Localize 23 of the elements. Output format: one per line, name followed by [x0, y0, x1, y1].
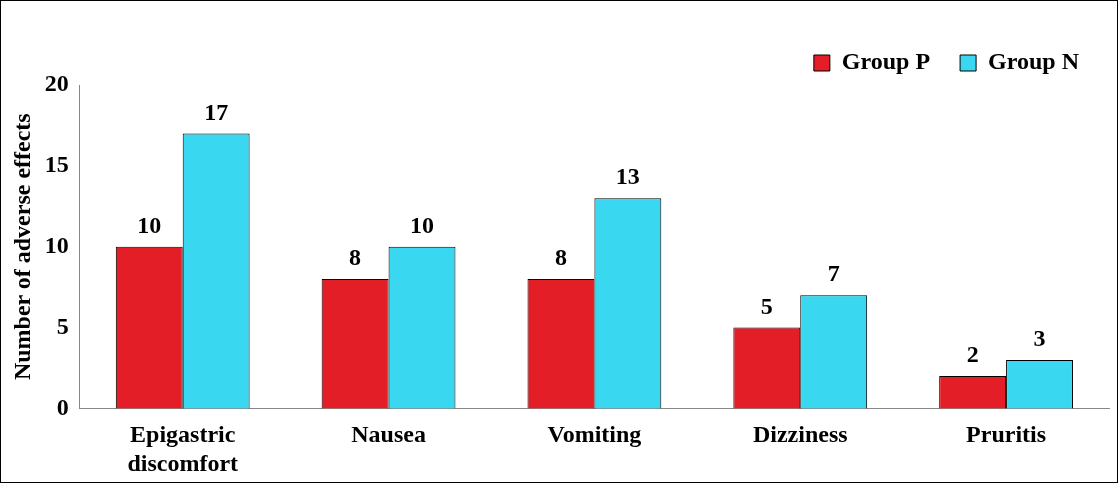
data-label: 13: [615, 163, 640, 190]
x-tick-label: Epigastric discomfort: [127, 421, 239, 476]
x-tick-label: Pruritis: [966, 421, 1047, 447]
x-tick-label: Nausea: [351, 421, 426, 447]
y-tick-label: 10: [44, 231, 69, 258]
data-label: 7: [827, 260, 840, 287]
y-tick-label: 0: [56, 393, 69, 420]
data-label: 8: [349, 244, 362, 271]
data-label: 10: [410, 211, 435, 238]
data-label: 17: [204, 98, 229, 125]
data-label: 5: [760, 292, 773, 319]
data-label: 8: [554, 244, 567, 271]
y-tick-label: 5: [56, 312, 69, 339]
y-tick-label: 20: [44, 70, 69, 97]
data-label: 3: [1033, 325, 1046, 352]
data-label: 2: [966, 341, 979, 368]
legend-label: Group N: [988, 48, 1080, 75]
legend-label: Group P: [841, 48, 931, 75]
x-tick-label: Dizziness: [752, 421, 848, 447]
x-tick-label: Vomiting: [547, 421, 642, 447]
data-label: 10: [137, 211, 162, 238]
y-axis-title: Number of adverse effects: [8, 113, 35, 381]
y-tick-label: 15: [44, 151, 69, 178]
